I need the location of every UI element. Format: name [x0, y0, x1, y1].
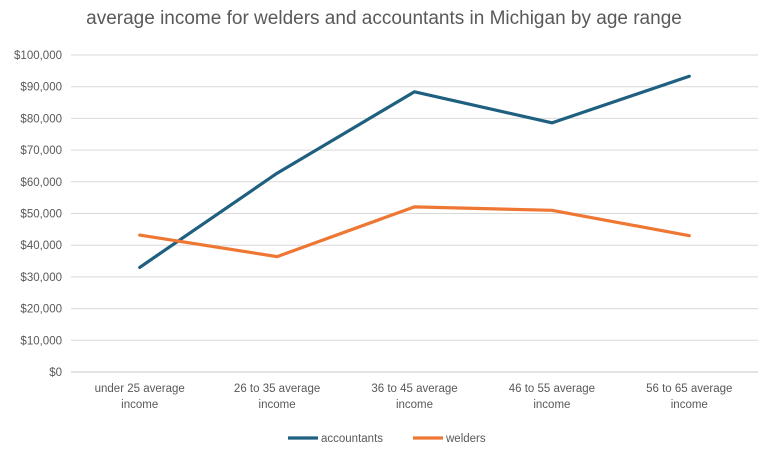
chart-title: average income for welders and accountan… — [86, 8, 682, 29]
y-tick-label: $60,000 — [20, 177, 62, 189]
x-tick-label: 46 to 55 average — [509, 383, 595, 395]
y-tick-label: $100,000 — [14, 50, 62, 62]
x-tick-label: income — [396, 399, 433, 411]
x-tick-label: income — [259, 399, 296, 411]
y-tick-label: $90,000 — [20, 82, 62, 94]
x-tick-label: under 25 average — [95, 383, 185, 395]
series-line-welders — [138, 205, 691, 259]
x-tick-label: 26 to 35 average — [234, 383, 320, 395]
x-tick-label: income — [121, 399, 158, 411]
y-tick-label: $50,000 — [20, 209, 62, 221]
y-tick-label: $70,000 — [20, 145, 62, 157]
x-tick-label: income — [671, 399, 708, 411]
legend-label-accountants: accountants — [321, 433, 383, 445]
y-tick-label: $10,000 — [20, 335, 62, 347]
x-tick-label: 56 to 65 average — [646, 383, 732, 395]
y-tick-label: $80,000 — [20, 113, 62, 125]
series-line-accountants — [138, 74, 691, 269]
legend-label-welders: welders — [445, 433, 486, 445]
x-tick-label: 36 to 45 average — [371, 383, 457, 395]
y-tick-label: $0 — [49, 367, 62, 379]
y-tick-label: $20,000 — [20, 304, 62, 316]
y-tick-label: $40,000 — [20, 240, 62, 252]
y-tick-label: $30,000 — [20, 272, 62, 284]
x-tick-label: income — [533, 399, 570, 411]
